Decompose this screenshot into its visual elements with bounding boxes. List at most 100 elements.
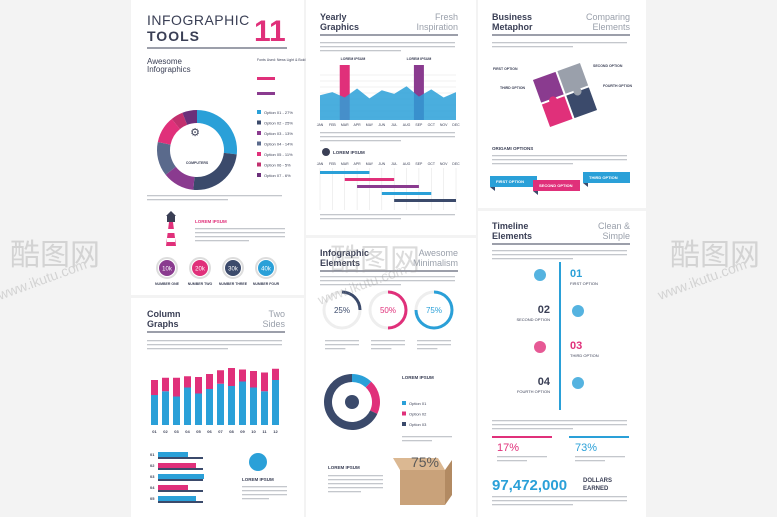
- x-tick-label: 11: [262, 429, 267, 434]
- side-title: Elements: [592, 22, 630, 32]
- highlight: [339, 65, 350, 120]
- legend-swatch: [402, 422, 406, 426]
- text-line: [195, 240, 249, 242]
- legend-label: Option 04 - 14%: [264, 142, 293, 147]
- legend-label: Option 07 - 6%: [264, 173, 291, 178]
- x-tick-label: 05: [196, 429, 201, 434]
- counter-label: NUMBER FOUR: [253, 282, 280, 286]
- x-tick-label: 10: [251, 429, 256, 434]
- gantt-bar: [344, 178, 395, 181]
- gantt-bar: [381, 192, 432, 195]
- legend-swatch: [257, 120, 261, 125]
- bar: [158, 463, 196, 468]
- text-line: [242, 494, 287, 496]
- counter-label: NUMBER THREE: [219, 282, 248, 286]
- title: Column: [147, 309, 181, 319]
- timeline-number: 03: [570, 340, 582, 352]
- x-tick-label: 03: [174, 429, 179, 434]
- text-line: [575, 460, 605, 462]
- counter: [258, 260, 274, 276]
- column-segment: [151, 395, 158, 425]
- donut: Option 01 - 27% Option 02 - 25% Option 03 …: [157, 110, 293, 191]
- subtitle: Awesome: [147, 57, 183, 66]
- x-tick-label: 02: [163, 429, 168, 434]
- x-tick-label: 06: [207, 429, 212, 434]
- text-line: [147, 348, 228, 350]
- timeline-label: FIRST OPTION: [570, 281, 598, 286]
- lighthouse: [166, 211, 176, 246]
- fonts-note: Fonts Used: News Light & Bold: [257, 58, 305, 62]
- column-segment: [239, 369, 246, 382]
- gantt-bar: [357, 185, 419, 188]
- title: Graphics: [320, 22, 359, 32]
- donut-segment: [165, 166, 195, 190]
- donut-center: COMPUTERS: [186, 161, 209, 165]
- box-icon: [393, 458, 452, 505]
- legend-swatch: [257, 173, 261, 177]
- counter-value: 40k: [261, 267, 272, 273]
- icon: ⚙: [190, 127, 200, 139]
- x-tick-label: 04: [185, 429, 190, 434]
- text-line: [320, 280, 455, 282]
- title: Elements: [320, 258, 360, 268]
- ribbon-fold: [490, 187, 495, 191]
- bar: [158, 474, 204, 479]
- text-line: [492, 254, 627, 256]
- text-line: [328, 483, 383, 485]
- bar: [158, 479, 203, 481]
- lorem-title: LOREM IPSUM: [242, 477, 274, 482]
- donut-segment: [171, 112, 188, 130]
- donut-segment: [157, 141, 176, 175]
- text-line: [402, 440, 432, 442]
- side-title: Fresh: [435, 12, 458, 22]
- x-tick-label: FEB: [329, 123, 336, 127]
- text-line: [320, 42, 455, 44]
- title: INFOGRAPHIC: [147, 12, 250, 28]
- column-segment: [272, 368, 279, 380]
- month-label: NOV: [440, 162, 448, 166]
- timeline-label: SECOND OPTION: [516, 317, 550, 322]
- legend-swatch: [257, 131, 261, 135]
- option: THIRD OPTION: [500, 86, 526, 90]
- watermark-brand: 酷图网: [670, 239, 760, 272]
- counter: [225, 260, 241, 276]
- text-line: [320, 132, 455, 134]
- text-line: [320, 284, 401, 286]
- ribbon-fold: [583, 183, 588, 187]
- text-line: [195, 228, 285, 230]
- gantt-title: LOREM IPSUM: [333, 150, 365, 155]
- month-label: SEP: [415, 162, 423, 166]
- swatch: [257, 77, 275, 80]
- column-segment: [217, 383, 224, 425]
- month-label: FEB: [329, 162, 336, 166]
- timeline-icon: [572, 377, 584, 389]
- text-line: [328, 491, 361, 493]
- gantt-bar: [320, 171, 370, 174]
- text-line: [371, 344, 405, 346]
- text-line: [325, 348, 346, 350]
- x-tick-label: 07: [218, 429, 223, 434]
- area: [320, 86, 456, 120]
- amount-label: EARNED: [583, 486, 609, 492]
- option: FIRST OPTION: [493, 67, 518, 71]
- legend-swatch: [402, 401, 406, 405]
- bar: [158, 468, 203, 470]
- title: Yearly: [320, 12, 347, 22]
- bar-label: 01: [150, 452, 155, 457]
- column-segment: [217, 370, 224, 384]
- subtitle: Infographics: [147, 65, 191, 74]
- area-chart: JAN FEB MAR APR MAY JUN JUL AUG SEP OCT NOV DEC: [317, 65, 460, 127]
- icon: [249, 453, 267, 471]
- donut-segment: [324, 374, 378, 430]
- column-chart: 01 02 03 04 05 06 07 08 09 10 11 12: [151, 368, 279, 434]
- side-title: Clean &: [598, 221, 630, 231]
- month-label: OCT: [428, 162, 436, 166]
- column-segment: [184, 376, 191, 388]
- text-line: [492, 258, 573, 260]
- donut-segment: [365, 381, 380, 414]
- legend-swatch: [402, 411, 406, 416]
- legend-swatch: [257, 110, 261, 114]
- legend-label: Option 06 - 5%: [264, 163, 291, 168]
- amount-label: DOLLARS: [583, 478, 612, 484]
